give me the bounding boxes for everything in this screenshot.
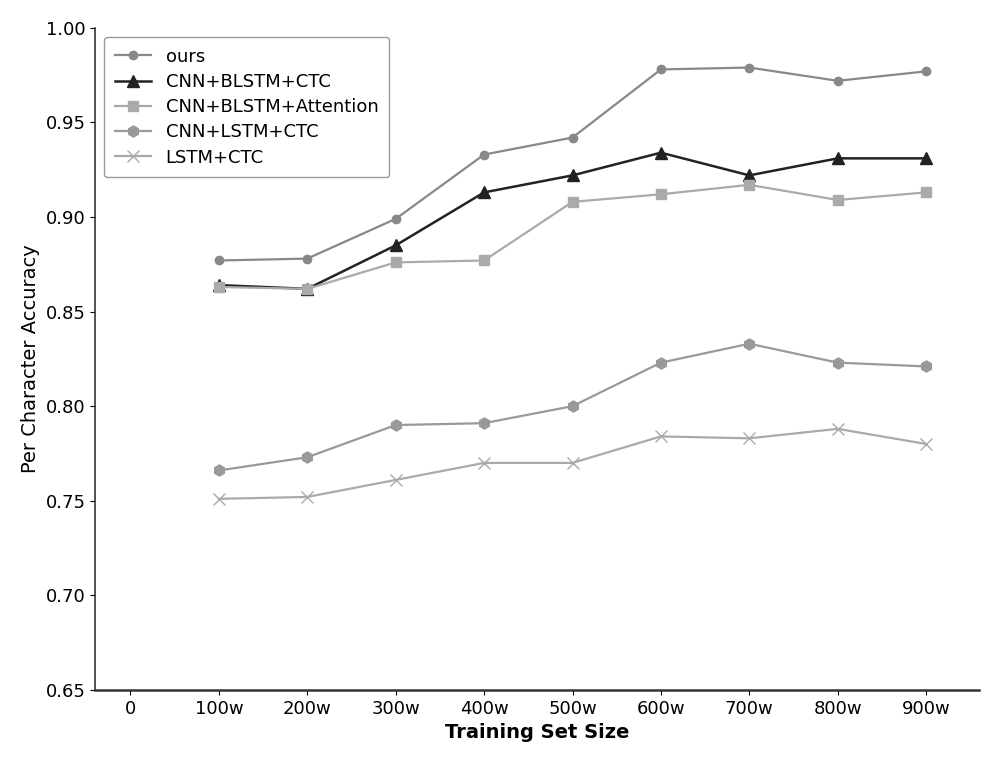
CNN+BLSTM+Attention bbox=[567, 198, 579, 207]
CNN+BLSTM+Attention bbox=[390, 258, 402, 267]
Y-axis label: Per Character Accuracy: Per Character Accuracy bbox=[21, 244, 40, 473]
LSTM+CTC bbox=[390, 475, 402, 485]
ours bbox=[301, 254, 313, 263]
LSTM+CTC bbox=[567, 459, 579, 468]
CNN+BLSTM+CTC bbox=[478, 188, 490, 197]
CNN+BLSTM+Attention bbox=[478, 256, 490, 265]
CNN+LSTM+CTC bbox=[567, 401, 579, 410]
CNN+LSTM+CTC bbox=[743, 339, 755, 348]
ours bbox=[390, 214, 402, 224]
LSTM+CTC bbox=[655, 432, 667, 441]
ours bbox=[567, 133, 579, 142]
CNN+LSTM+CTC bbox=[920, 362, 932, 371]
ours bbox=[655, 65, 667, 74]
CNN+BLSTM+Attention bbox=[301, 285, 313, 294]
Legend: ours, CNN+BLSTM+CTC, CNN+BLSTM+Attention, CNN+LSTM+CTC, LSTM+CTC: ours, CNN+BLSTM+CTC, CNN+BLSTM+Attention… bbox=[104, 37, 389, 178]
ours bbox=[832, 76, 844, 85]
CNN+LSTM+CTC bbox=[832, 358, 844, 367]
LSTM+CTC bbox=[478, 459, 490, 468]
Line: ours: ours bbox=[215, 63, 930, 265]
CNN+BLSTM+Attention bbox=[743, 180, 755, 189]
LSTM+CTC bbox=[743, 433, 755, 443]
CNN+BLSTM+CTC bbox=[832, 154, 844, 163]
CNN+LSTM+CTC bbox=[390, 420, 402, 430]
ours bbox=[743, 63, 755, 72]
CNN+BLSTM+Attention bbox=[920, 188, 932, 197]
CNN+BLSTM+Attention bbox=[832, 195, 844, 204]
CNN+BLSTM+Attention bbox=[655, 190, 667, 199]
CNN+BLSTM+CTC bbox=[655, 148, 667, 157]
Line: CNN+BLSTM+Attention: CNN+BLSTM+Attention bbox=[214, 180, 931, 294]
CNN+BLSTM+CTC bbox=[390, 241, 402, 250]
X-axis label: Training Set Size: Training Set Size bbox=[445, 723, 629, 742]
Line: CNN+BLSTM+CTC: CNN+BLSTM+CTC bbox=[213, 146, 932, 295]
CNN+LSTM+CTC bbox=[655, 358, 667, 367]
LSTM+CTC bbox=[301, 492, 313, 501]
ours bbox=[213, 256, 225, 265]
LSTM+CTC bbox=[832, 424, 844, 433]
LSTM+CTC bbox=[213, 494, 225, 504]
CNN+LSTM+CTC bbox=[478, 419, 490, 428]
CNN+BLSTM+CTC bbox=[920, 154, 932, 163]
ours bbox=[920, 66, 932, 76]
CNN+BLSTM+CTC bbox=[213, 281, 225, 290]
CNN+BLSTM+CTC bbox=[567, 171, 579, 180]
CNN+LSTM+CTC bbox=[301, 452, 313, 462]
Line: LSTM+CTC: LSTM+CTC bbox=[213, 423, 932, 504]
CNN+LSTM+CTC bbox=[213, 466, 225, 475]
LSTM+CTC bbox=[920, 439, 932, 449]
CNN+BLSTM+CTC bbox=[743, 171, 755, 180]
CNN+BLSTM+CTC bbox=[301, 285, 313, 294]
Line: CNN+LSTM+CTC: CNN+LSTM+CTC bbox=[213, 338, 932, 476]
CNN+BLSTM+Attention bbox=[213, 282, 225, 291]
ours bbox=[478, 150, 490, 159]
